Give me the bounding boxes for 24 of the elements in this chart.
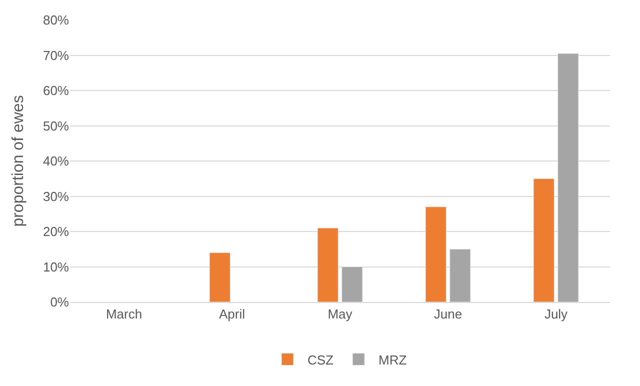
y-tick-label: 40% [42,154,70,169]
bar [425,206,446,302]
x-tick-label: March [106,306,142,322]
y-tick-label: 10% [42,259,70,274]
y-tick-label: 50% [42,118,70,134]
bar [317,228,338,302]
legend-label: MRZ [378,352,407,368]
bar [533,178,554,302]
x-tick-label: April [218,306,246,322]
y-tick-label: 0% [50,294,70,310]
bar [558,53,579,302]
x-tick-label: May [328,306,353,322]
x-tick-label: July [544,306,568,322]
x-tick-label: June [434,306,462,322]
bar [342,266,363,302]
bar [450,248,471,302]
y-axis-title: proportion of ewes [10,95,27,227]
legend-label: CSZ [308,352,334,368]
y-tick-label: 20% [42,224,70,240]
bar [209,252,230,302]
y-tick-label: 80% [42,12,70,28]
y-tick-label: 70% [42,48,70,63]
y-tick-label: 60% [42,83,70,98]
y-tick-label: 30% [42,188,70,204]
